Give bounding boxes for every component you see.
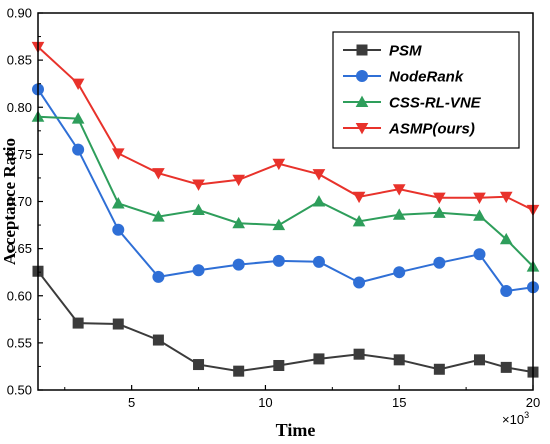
data-point-asmp-ours	[192, 179, 205, 191]
data-point-asmp-ours	[272, 158, 286, 171]
data-point-asmp-ours	[433, 192, 446, 205]
y-tick-label: 0.85	[7, 53, 32, 68]
data-point-asmp-ours	[392, 184, 406, 196]
series-layer	[31, 41, 540, 378]
data-point-noderank	[152, 270, 165, 283]
series-line-noderank	[37, 88, 534, 293]
data-point-css-rl-vne	[71, 112, 85, 124]
y-tick-label: 0.70	[7, 194, 32, 209]
x-axis-title: Time	[276, 420, 316, 440]
data-point-css-rl-vne	[392, 208, 406, 220]
data-point-noderank	[192, 264, 205, 277]
legend-marker	[355, 95, 369, 108]
y-tick-label: 0.65	[7, 241, 32, 256]
data-point-css-rl-vne	[272, 218, 286, 231]
x-tick-label: 15	[392, 395, 406, 410]
data-point-css-rl-vne	[312, 195, 326, 207]
data-point-asmp-ours	[71, 78, 85, 91]
x-tick-label: 20	[526, 395, 540, 410]
series-line-asmp-ours	[37, 46, 534, 211]
y-tick-label: 0.75	[7, 147, 32, 162]
data-point-psm	[433, 363, 445, 375]
data-point-psm	[193, 359, 205, 371]
data-point-css-rl-vne	[352, 214, 366, 227]
data-point-asmp-ours	[111, 148, 125, 160]
legend-marker	[356, 70, 368, 82]
data-point-css-rl-vne	[473, 209, 486, 221]
data-point-noderank	[72, 143, 85, 156]
series-noderank	[32, 83, 539, 298]
legend: PSM NodeRank CSS-RL-VNE ASMP(ours)	[332, 31, 520, 149]
data-point-noderank	[393, 266, 406, 279]
data-point-psm	[473, 354, 485, 366]
data-point-css-rl-vne	[111, 197, 125, 209]
data-point-psm	[393, 354, 405, 366]
data-point-asmp-ours	[499, 191, 513, 204]
series-css-rl-vne	[31, 110, 540, 272]
data-point-psm	[353, 348, 365, 360]
data-point-noderank	[500, 285, 513, 298]
series-line-psm	[37, 270, 534, 374]
y-axis-title: Acceptance Ratio	[0, 138, 19, 265]
data-point-psm	[273, 359, 285, 371]
data-point-noderank	[353, 276, 366, 289]
data-point-asmp-ours	[352, 191, 366, 204]
data-point-psm	[233, 365, 245, 377]
data-point-noderank	[473, 248, 486, 261]
data-point-noderank	[312, 255, 325, 268]
y-tick-label: 0.50	[7, 383, 32, 398]
data-point-asmp-ours	[312, 169, 326, 181]
data-point-asmp-ours	[152, 168, 165, 180]
data-point-noderank	[272, 254, 285, 267]
data-point-css-rl-vne	[192, 203, 205, 216]
data-point-css-rl-vne	[152, 210, 165, 222]
y-tick-label: 0.60	[7, 288, 32, 303]
x-axis-exponent: ×103	[502, 410, 529, 427]
data-point-css-rl-vne	[433, 206, 446, 218]
data-point-css-rl-vne	[232, 216, 246, 229]
data-point-psm	[152, 334, 164, 346]
data-point-psm	[313, 353, 325, 365]
legend-marker	[355, 122, 369, 135]
legend-marker	[356, 44, 368, 56]
data-point-psm	[112, 318, 124, 330]
data-point-noderank	[232, 258, 245, 271]
data-point-asmp-ours	[473, 192, 486, 205]
legend-label: NodeRank	[389, 69, 464, 86]
series-line-css-rl-vne	[37, 115, 534, 268]
series-asmp-ours	[31, 41, 540, 217]
x-tick-label: 10	[258, 395, 272, 410]
data-point-noderank	[433, 256, 446, 269]
x-tick-label: 5	[128, 395, 135, 410]
legend-label: CSS-RL-VNE	[389, 95, 482, 112]
legend-label: ASMP(ours)	[388, 121, 475, 138]
y-tick-label: 0.80	[7, 100, 32, 115]
axes-layer: 0.50 0.55 0.60 0.65 0.70 0.75 0.80 0.85 0.90 5 10 1…	[7, 6, 541, 411]
data-point-psm	[72, 317, 84, 329]
x-axis-exponent-base: ×10	[502, 412, 524, 427]
data-point-psm	[500, 361, 512, 373]
y-tick-label: 0.90	[7, 6, 32, 21]
data-point-noderank	[112, 223, 125, 236]
data-point-css-rl-vne	[499, 232, 513, 245]
y-tick-label: 0.55	[7, 335, 32, 350]
data-point-asmp-ours	[232, 174, 246, 187]
legend-label: PSM	[389, 43, 422, 60]
x-axis-exponent-power: 3	[524, 410, 529, 420]
